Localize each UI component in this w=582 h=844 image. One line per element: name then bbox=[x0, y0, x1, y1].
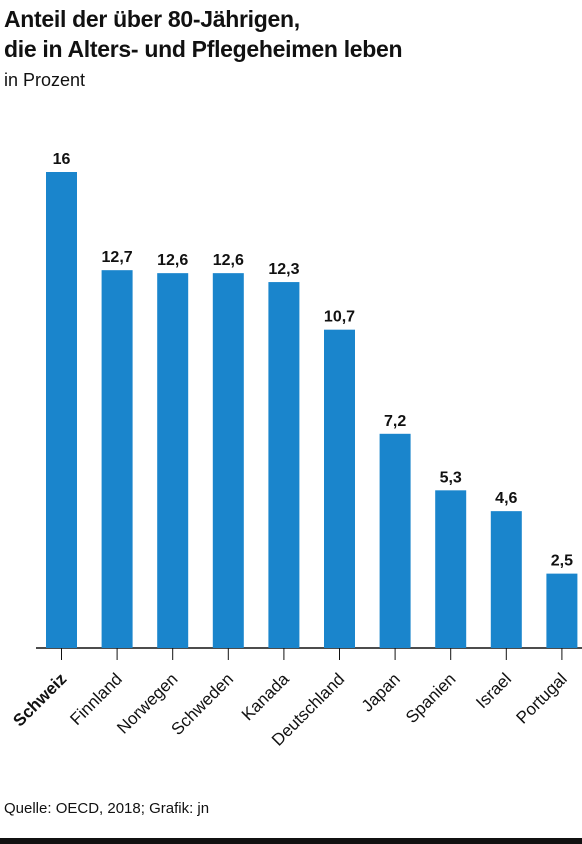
bar-portugal bbox=[546, 573, 578, 648]
bar-schweden bbox=[212, 273, 244, 648]
data-label-norwegen: 12,6 bbox=[157, 252, 188, 269]
bar-japan bbox=[379, 433, 411, 648]
data-label-israel: 4,6 bbox=[495, 490, 517, 507]
bar-finnland bbox=[101, 270, 133, 648]
x-tick-label-japan: Japan bbox=[358, 669, 404, 715]
data-label-schweiz: 16 bbox=[53, 151, 71, 168]
bottom-rule bbox=[0, 838, 582, 844]
bar-kanada bbox=[268, 282, 300, 648]
data-label-deutschland: 10,7 bbox=[324, 309, 355, 326]
x-tick-label-spanien: Spanien bbox=[402, 669, 460, 727]
data-label-japan: 7,2 bbox=[384, 413, 406, 430]
x-tick-label-kanada: Kanada bbox=[238, 669, 293, 724]
bar-spanien bbox=[435, 490, 467, 648]
chart-subtitle: in Prozent bbox=[4, 70, 86, 90]
bar-norwegen bbox=[157, 273, 189, 648]
bar-chart: 16Schweiz12,7Finnland12,6Norwegen12,6Sch… bbox=[9, 151, 582, 750]
x-tick-label-israel: Israel bbox=[472, 669, 515, 712]
x-tick-label-schweiz: Schweiz bbox=[9, 669, 70, 730]
bar-schweiz bbox=[46, 172, 77, 648]
data-label-portugal: 2,5 bbox=[551, 553, 573, 570]
data-label-schweden: 12,6 bbox=[213, 252, 244, 269]
chart-title-line-1: Anteil der über 80-Jährigen, bbox=[4, 6, 300, 32]
chart-title: Anteil der über 80-Jährigen, die in Alte… bbox=[4, 4, 574, 64]
chart-title-line-2: die in Alters- und Pflegeheimen leben bbox=[4, 36, 403, 62]
data-label-finnland: 12,7 bbox=[102, 249, 133, 266]
x-tick-label-portugal: Portugal bbox=[513, 669, 571, 727]
data-label-spanien: 5,3 bbox=[440, 469, 462, 486]
bar-deutschland bbox=[324, 329, 355, 648]
source-note: Quelle: OECD, 2018; Grafik: jn bbox=[4, 800, 210, 817]
bar-israel bbox=[490, 511, 522, 648]
data-label-kanada: 12,3 bbox=[268, 261, 299, 278]
